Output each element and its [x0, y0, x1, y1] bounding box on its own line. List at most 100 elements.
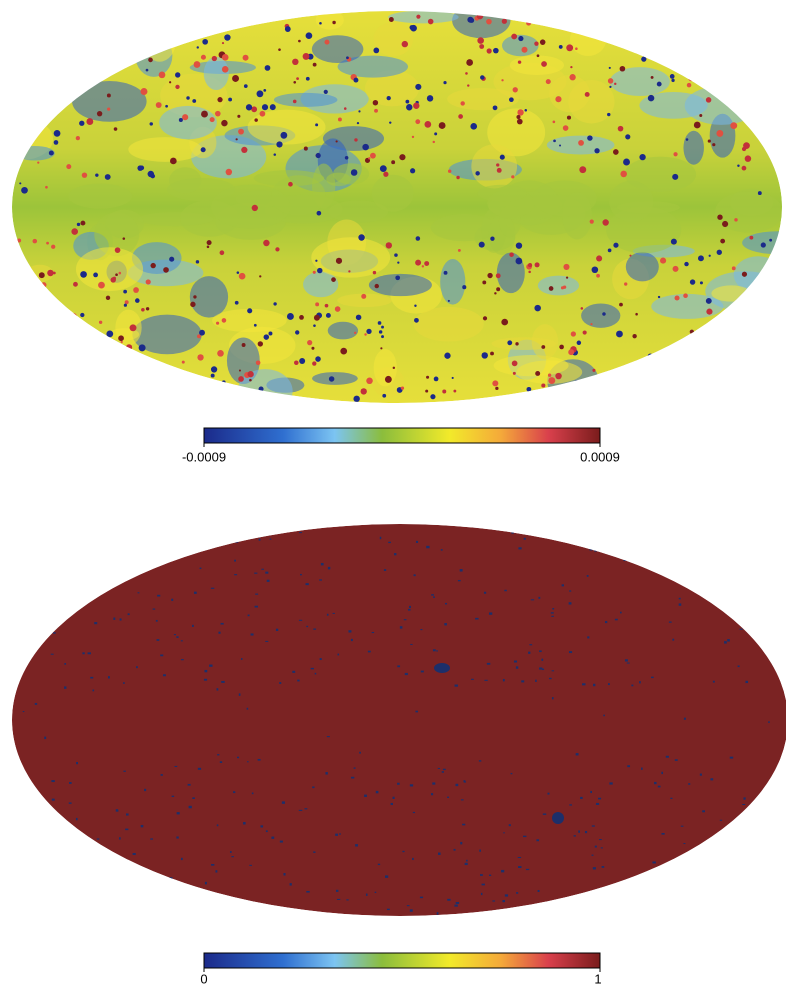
masked-pixel — [551, 697, 554, 700]
spot — [130, 382, 134, 386]
blob — [137, 212, 214, 227]
blob — [562, 191, 592, 240]
spot — [716, 249, 722, 255]
masked-pixel — [614, 618, 618, 621]
blob — [75, 57, 103, 74]
spot — [182, 114, 189, 121]
masked-pixel — [171, 598, 174, 601]
spot — [671, 78, 675, 83]
masked-pixel — [359, 751, 361, 754]
masked-pixel — [646, 898, 648, 901]
spot — [750, 322, 755, 327]
spot — [652, 24, 659, 31]
masked-pixel — [231, 856, 234, 858]
masked-pixel — [502, 678, 505, 682]
masked-pixel — [504, 589, 507, 592]
spot — [79, 120, 85, 126]
spot — [122, 237, 126, 240]
masked-pixel — [769, 577, 772, 580]
masked-pixel — [537, 889, 540, 892]
masked-pixel — [704, 585, 707, 588]
spot — [192, 99, 197, 103]
spot — [465, 72, 468, 75]
spot — [362, 143, 369, 151]
masked-pixel — [538, 596, 541, 599]
masked-pixel — [120, 867, 124, 870]
masked-pixel — [53, 574, 56, 577]
spot — [555, 372, 562, 380]
spot — [209, 384, 214, 390]
spot — [263, 334, 270, 340]
masked-pixel — [261, 568, 264, 570]
spot — [302, 52, 310, 60]
spot — [444, 352, 451, 359]
spot — [665, 394, 668, 398]
blob — [730, 299, 782, 342]
spot — [123, 289, 127, 294]
spot — [625, 372, 628, 375]
spot — [541, 345, 546, 349]
masked-pixel — [525, 868, 530, 871]
spot — [372, 100, 379, 106]
masked-pixel — [76, 761, 78, 765]
masked-pixel — [371, 631, 375, 634]
masked-pixel — [460, 799, 464, 801]
masked-pixel — [513, 660, 518, 663]
masked-pixel — [173, 634, 176, 636]
masked-pixel — [234, 539, 237, 541]
masked-pixel — [383, 569, 387, 571]
spot — [639, 153, 646, 161]
spot — [38, 369, 43, 374]
masked-pixel — [353, 767, 356, 769]
spot — [292, 99, 297, 104]
masked-pixel — [162, 674, 166, 677]
spot — [105, 295, 111, 301]
spot — [749, 85, 752, 88]
spot — [609, 385, 616, 393]
spot — [744, 335, 750, 342]
masked-pixel — [180, 640, 183, 642]
masked-pixel — [312, 786, 315, 789]
masked-pixel — [217, 754, 220, 756]
spot — [17, 94, 21, 98]
masked-pixel — [752, 596, 757, 599]
blob — [723, 44, 779, 82]
masked-pixel — [327, 566, 331, 570]
masked-pixel — [599, 839, 602, 841]
spot — [492, 380, 499, 387]
blob — [14, 376, 83, 403]
spot — [278, 48, 281, 51]
spot — [563, 263, 570, 270]
spot — [660, 257, 667, 264]
spot — [648, 383, 652, 387]
masked-pixel — [137, 592, 140, 594]
masked-pixel — [742, 547, 746, 549]
masked-pixel — [216, 824, 219, 827]
masked-pixel — [573, 835, 576, 837]
masked-pixel — [433, 596, 435, 598]
blob — [413, 306, 484, 342]
spot — [114, 46, 120, 52]
masked-pixel — [355, 844, 358, 847]
masked-pixel — [453, 848, 456, 851]
masked-pixel — [547, 792, 550, 795]
spot — [76, 63, 84, 71]
spot — [71, 320, 76, 325]
spot — [71, 228, 78, 235]
spot — [424, 120, 432, 128]
spot — [623, 158, 630, 166]
blob — [581, 303, 621, 328]
masked-pixel — [652, 861, 656, 864]
spot — [45, 185, 48, 189]
spot — [704, 71, 712, 79]
spot — [155, 102, 162, 108]
masked-pixel — [149, 552, 153, 555]
masked-pixel — [666, 531, 670, 534]
masked-pixel — [63, 578, 67, 580]
blob — [452, 11, 511, 39]
spot — [490, 236, 495, 241]
spot — [315, 302, 320, 307]
spot — [315, 123, 319, 127]
spot — [516, 115, 521, 120]
blob — [531, 324, 559, 360]
